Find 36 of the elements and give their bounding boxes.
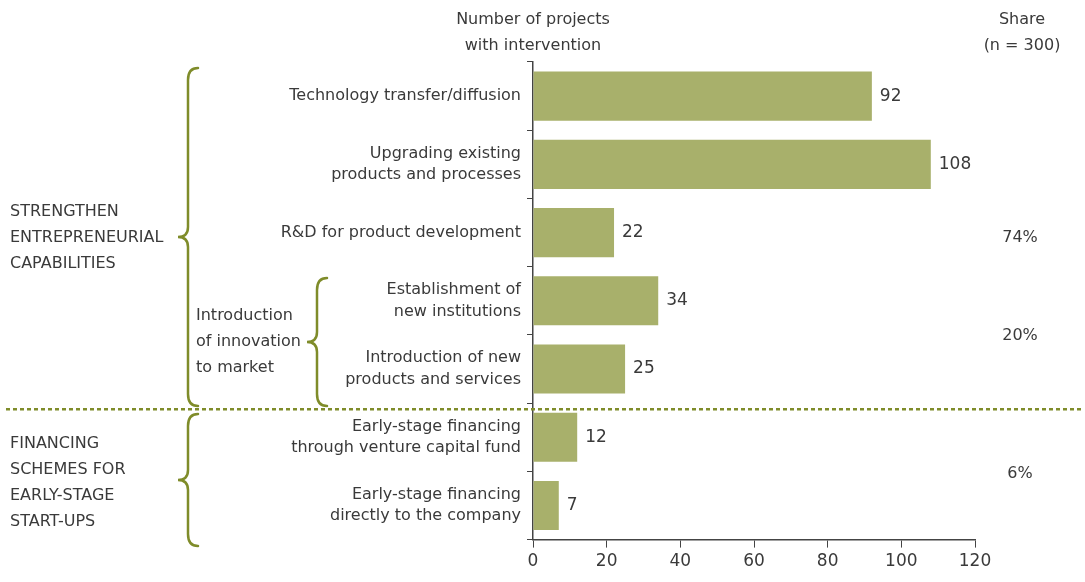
y-tick-label: R&D for product development	[280, 221, 521, 241]
y-tick-label: Technology transfer/diffusion	[288, 85, 521, 105]
y-tick-label: Early-stage financing directly to the company	[330, 483, 521, 525]
data-label: 7	[566, 493, 578, 514]
bar	[533, 480, 559, 531]
bar	[533, 208, 615, 258]
y-tick-label: Establishment of new institutions	[386, 279, 522, 320]
y-tick-label: Introduction of new products and services	[345, 347, 521, 388]
bar	[533, 412, 578, 462]
bar	[533, 276, 659, 326]
data-label: 25	[633, 357, 655, 378]
bar	[533, 71, 872, 121]
text: 20%	[1001, 324, 1039, 346]
x-tick-label: 60	[743, 550, 765, 571]
x-tick-label: 20	[595, 550, 618, 571]
text: 74%	[1001, 226, 1039, 248]
x-axis-title: Number of projects with intervention	[455, 8, 611, 56]
text: STRENGTHEN ENTREPRENEURIAL CAPABILITIES	[10, 200, 165, 274]
data-label: 108	[938, 152, 972, 173]
y-tick-label: Upgrading existing products and processes	[331, 142, 521, 184]
data-label: 22	[622, 220, 644, 241]
x-tick-label: 100	[885, 550, 918, 571]
data-label: 34	[666, 289, 688, 310]
x-tick-label: 80	[816, 550, 839, 571]
x-tick-label: 0	[527, 550, 539, 571]
text: 6%	[1006, 462, 1034, 484]
x-tick-label: 120	[958, 550, 992, 571]
x-tick-label: 40	[669, 550, 692, 571]
data-label: 12	[585, 425, 607, 446]
y-tick-label: Early-stage financing through venture capital fund	[291, 415, 521, 457]
text: FINANCING SCHEMES FOR EARLY-STAGE START-UPS	[10, 432, 127, 532]
bar	[533, 344, 626, 394]
bar	[533, 139, 931, 189]
text: Introduction of innovation to market	[196, 304, 302, 378]
text: Share (n = 300)	[982, 8, 1062, 56]
data-label: 92	[879, 84, 902, 105]
